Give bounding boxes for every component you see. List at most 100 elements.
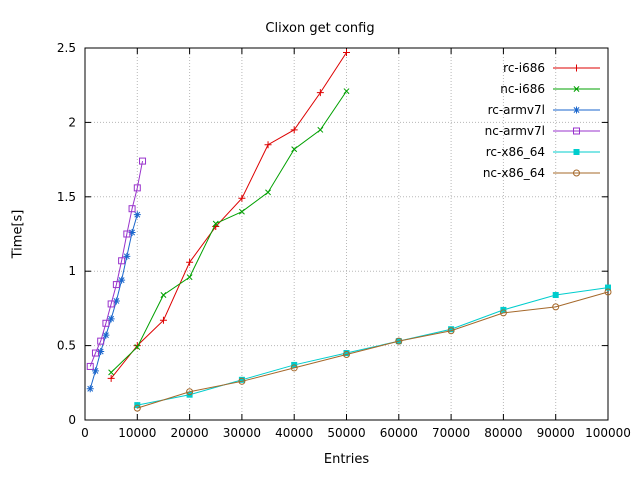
- open-square-marker-icon: [102, 319, 110, 327]
- open-square-marker-icon: [118, 257, 126, 265]
- y-tick-label: 0.5: [57, 339, 76, 353]
- series-line: [89, 160, 144, 367]
- x-marker-icon: [108, 369, 115, 376]
- legend-label: nc-x86_64: [483, 166, 545, 180]
- asterisk-marker-icon: [86, 385, 94, 393]
- asterisk-marker-icon: [107, 315, 115, 323]
- y-tick-label: 1: [68, 264, 76, 278]
- filled-square-marker-icon: [573, 149, 580, 155]
- y-tick-label: 2: [68, 115, 76, 129]
- open-square-marker-icon: [123, 230, 131, 238]
- open-circle-marker-icon: [186, 388, 194, 396]
- axis-ticks: [84, 47, 609, 421]
- plus-marker-icon: [186, 258, 194, 266]
- open-square-marker-icon: [112, 281, 120, 289]
- open-circle-marker-icon: [343, 351, 350, 359]
- plus-marker-icon: [316, 89, 324, 97]
- open-square-marker-icon: [133, 184, 141, 192]
- plus-marker-icon: [290, 126, 298, 134]
- series-line: [110, 52, 347, 379]
- x-marker-icon: [317, 126, 324, 133]
- filled-square-marker-icon: [552, 292, 559, 299]
- legend: rc-i686 nc-i686 rc-armv7l nc-armv7l rc-x86_6…: [483, 61, 600, 180]
- x-marker-icon: [265, 189, 272, 196]
- x-tick-label: 90000: [537, 426, 575, 440]
- open-circle-marker-icon: [604, 288, 612, 296]
- open-circle-marker-icon: [573, 169, 580, 177]
- asterisk-marker-icon: [128, 229, 136, 237]
- x-tick-label: 100000: [585, 426, 631, 440]
- legend-item-rc-armv7l: rc-armv7l: [488, 103, 600, 117]
- filled-square-marker-icon: [605, 284, 611, 291]
- x-tick-label: 80000: [484, 426, 522, 440]
- x-marker-icon: [291, 146, 298, 153]
- legend-item-nc-armv7l: nc-armv7l: [485, 124, 600, 138]
- open-square-marker-icon: [139, 157, 147, 165]
- x-tick-label: 60000: [380, 426, 418, 440]
- x-tick-label: 30000: [223, 426, 261, 440]
- plus-marker-icon: [573, 64, 580, 72]
- open-circle-marker-icon: [552, 303, 560, 311]
- y-tick-label: 0: [68, 413, 76, 427]
- open-square-marker-icon: [107, 300, 115, 308]
- plus-marker-icon: [133, 342, 141, 350]
- series-rc-x86_64: [134, 284, 611, 409]
- series-line: [110, 90, 347, 373]
- x-tick-label: 40000: [275, 426, 313, 440]
- open-square-marker-icon: [128, 205, 136, 213]
- asterisk-marker-icon: [97, 348, 105, 356]
- chart-title: Clixon get config: [265, 21, 375, 36]
- x-axis-label: Entries: [323, 452, 370, 467]
- plus-marker-icon: [107, 374, 115, 382]
- series-nc-x86_64: [133, 288, 612, 412]
- series-nc-armv7l: [86, 157, 147, 370]
- x-marker-icon: [134, 344, 141, 351]
- series-rc-armv7l: [86, 211, 141, 393]
- x-marker-icon: [238, 208, 245, 215]
- open-circle-marker-icon: [238, 377, 246, 385]
- y-tick-label: 1.5: [57, 190, 76, 204]
- open-circle-marker-icon: [447, 327, 455, 335]
- filled-square-marker-icon: [448, 326, 455, 333]
- open-square-marker-icon: [97, 337, 105, 345]
- series-line: [137, 291, 609, 409]
- asterisk-marker-icon: [133, 211, 141, 219]
- plus-marker-icon: [343, 48, 350, 56]
- x-marker-icon: [573, 86, 580, 92]
- asterisk-marker-icon: [118, 276, 126, 284]
- series-line: [137, 287, 609, 406]
- asterisk-marker-icon: [123, 252, 131, 260]
- filled-square-marker-icon: [343, 350, 350, 357]
- open-square-marker-icon: [86, 362, 94, 370]
- x-marker-icon: [160, 292, 167, 298]
- open-circle-marker-icon: [395, 337, 403, 345]
- x-marker-icon: [212, 220, 219, 227]
- asterisk-marker-icon: [573, 106, 580, 114]
- series-nc-i686: [108, 88, 350, 376]
- open-circle-marker-icon: [133, 404, 141, 412]
- y-tick-labels: 0 0.5 1 1.5 2 2.5: [57, 41, 76, 427]
- x-tick-labels: 0 10000 20000 30000 40000 50000 60000 70000 8000…: [81, 426, 631, 440]
- x-tick-label: 50000: [327, 426, 365, 440]
- legend-item-rc-i686: rc-i686: [503, 61, 600, 75]
- legend-item-nc-i686: nc-i686: [500, 82, 600, 96]
- x-marker-icon: [343, 88, 350, 95]
- plus-marker-icon: [264, 141, 272, 149]
- legend-label: nc-armv7l: [485, 124, 545, 138]
- asterisk-marker-icon: [91, 367, 99, 375]
- legend-item-rc-x86_64: rc-x86_64: [486, 145, 600, 159]
- series-line: [89, 214, 138, 389]
- open-square-marker-icon: [573, 127, 580, 135]
- y-tick-label: 2.5: [57, 41, 76, 55]
- x-tick-label: 10000: [118, 426, 156, 440]
- x-marker-icon: [186, 274, 193, 281]
- x-tick-label: 0: [81, 426, 89, 440]
- x-tick-label: 70000: [432, 426, 470, 440]
- x-tick-label: 20000: [171, 426, 209, 440]
- legend-label: nc-i686: [500, 82, 545, 96]
- asterisk-marker-icon: [102, 331, 110, 339]
- open-circle-marker-icon: [290, 364, 298, 372]
- plus-marker-icon: [159, 316, 167, 324]
